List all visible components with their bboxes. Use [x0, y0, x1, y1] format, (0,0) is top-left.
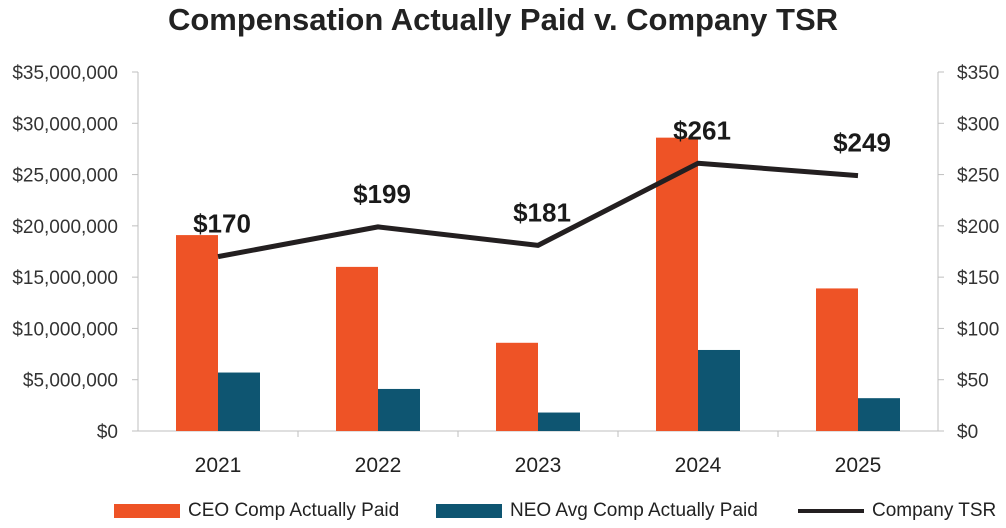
legend-label-tsr: Company TSR — [872, 500, 997, 521]
legend-item-tsr: Company TSR — [798, 500, 996, 522]
y-left-tick-label: $35,000,000 — [12, 63, 118, 84]
y-right-tick-label: $50 — [957, 371, 989, 392]
bar-neo-comp — [378, 388, 420, 431]
bar-ceo-comp — [336, 266, 378, 431]
y-right-tick-label: $150 — [957, 268, 999, 289]
tsr-data-label: $199 — [353, 179, 411, 209]
bar-ceo-comp — [816, 288, 858, 431]
y-right-tick-label: $300 — [957, 114, 999, 135]
y-left-tick-label: $10,000,000 — [12, 319, 118, 340]
bar-neo-comp — [698, 349, 740, 431]
y-left-tick-label: $25,000,000 — [12, 166, 118, 187]
legend-swatch-neo — [436, 504, 502, 518]
y-right-tick-label: $250 — [957, 166, 999, 187]
y-right-tick-label: $100 — [957, 319, 999, 340]
y-right-tick-label: $350 — [957, 63, 999, 84]
bar-ceo-comp — [176, 235, 218, 431]
legend-label-ceo: CEO Comp Actually Paid — [188, 500, 400, 521]
y-right-tick-label: $0 — [957, 422, 978, 443]
chart-area: $0 $5,000,000 $10,000,000 $15,000,000 $20,00… — [12, 63, 999, 477]
tsr-data-label: $249 — [833, 128, 891, 158]
bar-neo-comp — [858, 398, 900, 431]
tsr-data-label: $181 — [513, 197, 571, 227]
bar-ceo-comp — [656, 137, 698, 431]
x-tick-label: 2024 — [675, 454, 722, 477]
legend-label-neo: NEO Avg Comp Actually Paid — [510, 500, 758, 521]
bar-ceo-comp — [496, 342, 538, 431]
x-tick-label: 2021 — [195, 454, 242, 477]
legend-item-neo: NEO Avg Comp Actually Paid — [436, 500, 758, 522]
x-tick-label: 2023 — [515, 454, 562, 477]
legend-swatch-ceo — [114, 504, 180, 518]
legend-item-ceo: CEO Comp Actually Paid — [114, 500, 399, 522]
y-left-tick-label: $30,000,000 — [12, 114, 118, 135]
y-left-tick-label: $5,000,000 — [23, 371, 118, 392]
y-left-tick-label: $15,000,000 — [12, 268, 118, 289]
y-left-tick-label: $20,000,000 — [12, 217, 118, 238]
tsr-line — [217, 160, 859, 260]
chart-title: Compensation Actually Paid v. Company TS… — [167, 2, 839, 37]
y-left-tick-label: $0 — [97, 422, 118, 443]
tsr-data-label: $261 — [673, 115, 731, 145]
bar-neo-comp — [538, 412, 580, 431]
y-right-tick-label: $200 — [957, 217, 999, 238]
tsr-data-label: $170 — [193, 209, 251, 239]
x-tick-label: 2025 — [835, 454, 882, 477]
legend: CEO Comp Actually Paid NEO Avg Comp Actu… — [0, 500, 1006, 528]
x-tick-label: 2022 — [355, 454, 402, 477]
bar-neo-comp — [218, 372, 260, 431]
legend-line-tsr — [798, 509, 864, 513]
